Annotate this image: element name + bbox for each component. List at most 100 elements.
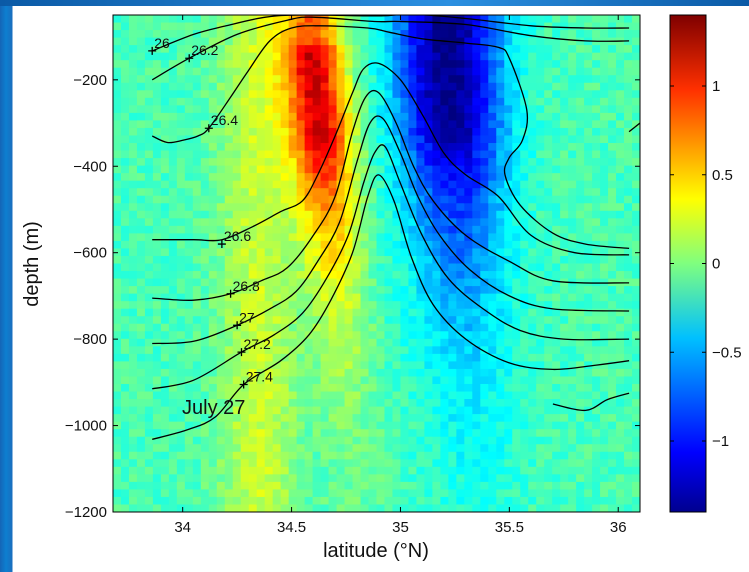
heatmap-cell	[568, 301, 577, 310]
heatmap-cell	[344, 75, 354, 84]
heatmap-cell	[152, 316, 162, 325]
heatmap-cell	[368, 210, 378, 219]
heatmap-cell	[192, 150, 202, 159]
heatmap-cell	[312, 466, 322, 475]
heatmap-cell	[392, 143, 402, 152]
heatmap-cell	[224, 15, 234, 24]
heatmap-cell	[616, 30, 625, 39]
heatmap-cell	[256, 60, 266, 69]
heatmap-cell	[576, 97, 585, 106]
contour-label-marker	[204, 124, 213, 133]
heatmap-cell	[224, 346, 234, 355]
heatmap-cell	[224, 301, 234, 310]
heatmap-cell	[208, 150, 218, 159]
heatmap-cell	[144, 158, 154, 167]
heatmap-cell	[344, 391, 354, 400]
heatmap-cell	[288, 316, 298, 325]
heatmap-cell	[152, 286, 162, 295]
heatmap-cell	[528, 436, 537, 445]
heatmap-cell	[488, 75, 497, 84]
heatmap-cell	[216, 383, 226, 393]
heatmap-cell	[480, 37, 489, 46]
heatmap-cell	[600, 414, 609, 423]
heatmap-cell	[208, 376, 218, 385]
heatmap-cell	[272, 165, 282, 174]
heatmap-cell	[544, 331, 553, 340]
heatmap-cell	[240, 233, 250, 242]
heatmap-cell	[568, 361, 577, 370]
heatmap-cell	[344, 180, 354, 189]
heatmap-cell	[520, 105, 529, 114]
heatmap-cell	[216, 331, 226, 340]
heatmap-cell	[456, 97, 465, 106]
heatmap-cell	[144, 451, 154, 460]
heatmap-cell	[360, 323, 370, 332]
heatmap-cell	[264, 60, 274, 69]
heatmap-cell	[296, 127, 306, 137]
heatmap-cell	[496, 383, 505, 393]
heatmap-cell	[113, 429, 122, 438]
heatmap-cell	[360, 248, 370, 257]
heatmap-cell	[592, 429, 601, 438]
heatmap-cell	[352, 278, 362, 287]
heatmap-cell	[184, 368, 194, 378]
heatmap-cell	[624, 143, 633, 152]
heatmap-cell	[544, 15, 553, 24]
heatmap-cell	[120, 233, 130, 242]
heatmap-cell	[368, 158, 378, 167]
heatmap-cell	[432, 97, 441, 106]
heatmap-cell	[408, 346, 418, 355]
heatmap-cell	[584, 105, 593, 114]
heatmap-cell	[584, 263, 593, 272]
heatmap-cell	[176, 210, 186, 219]
heatmap-cell	[264, 188, 274, 197]
heatmap-cell	[568, 195, 577, 204]
heatmap-cell	[216, 399, 226, 408]
heatmap-cell	[472, 481, 481, 491]
heatmap-cell	[288, 271, 298, 280]
heatmap-cell	[216, 150, 226, 159]
heatmap-cell	[176, 158, 186, 167]
heatmap-cell	[616, 82, 625, 91]
heatmap-cell	[352, 323, 362, 332]
heatmap-cell	[440, 474, 449, 483]
heatmap-cell	[288, 75, 298, 84]
heatmap-cell	[320, 414, 330, 423]
heatmap-cell	[113, 271, 122, 280]
heatmap-cell	[320, 331, 330, 340]
heatmap-cell	[520, 429, 529, 438]
heatmap-cell	[496, 210, 505, 219]
heatmap-cell	[208, 429, 218, 438]
heatmap-cell	[432, 82, 441, 91]
heatmap-cell	[576, 474, 585, 483]
heatmap-cell	[376, 391, 386, 400]
heatmap-cell	[368, 22, 378, 31]
heatmap-cell	[496, 240, 505, 250]
heatmap-cell	[352, 240, 362, 250]
heatmap-cell	[600, 22, 609, 31]
heatmap-cell	[216, 30, 226, 39]
heatmap-cell	[456, 150, 465, 159]
heatmap-cell	[472, 338, 481, 347]
heatmap-cell	[440, 368, 449, 378]
heatmap-cell	[288, 504, 298, 512]
heatmap-cell	[560, 504, 569, 512]
heatmap-cell	[448, 15, 457, 24]
contour-label: 27.4	[246, 369, 273, 385]
heatmap-cell	[280, 112, 290, 122]
heatmap-cell	[496, 75, 505, 84]
heatmap-cell	[608, 504, 617, 512]
heatmap-cell	[144, 286, 154, 295]
heatmap-cell	[624, 466, 633, 475]
heatmap-cell	[432, 474, 441, 483]
heatmap-cell	[408, 368, 418, 378]
heatmap-cell	[176, 361, 186, 370]
heatmap-cell	[512, 323, 521, 332]
heatmap-cell	[592, 60, 601, 69]
heatmap-cell	[144, 368, 154, 378]
heatmap-cell	[136, 210, 146, 219]
heatmap-cell	[440, 173, 449, 182]
heatmap-cell	[336, 323, 346, 332]
heatmap-cell	[376, 451, 386, 460]
heatmap-cell	[160, 459, 170, 468]
